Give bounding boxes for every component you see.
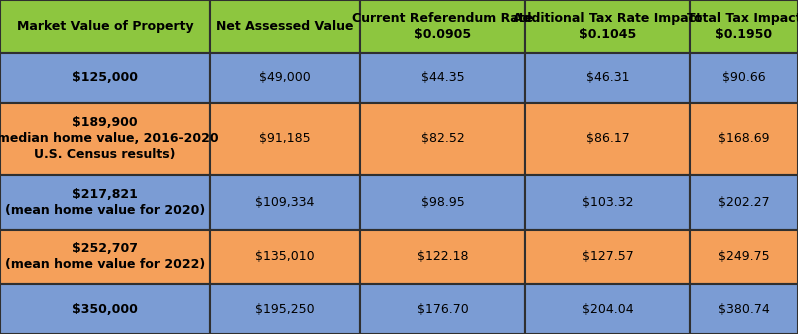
- Bar: [0, 230, 210, 284]
- Bar: [0, 284, 210, 334]
- Text: Net Assessed Value: Net Assessed Value: [216, 20, 354, 33]
- Text: $350,000: $350,000: [72, 303, 138, 316]
- Bar: [690, 175, 798, 230]
- Text: $252,707
(mean home value for 2022): $252,707 (mean home value for 2022): [5, 242, 205, 271]
- Bar: [690, 230, 798, 284]
- Text: $249.75: $249.75: [718, 250, 770, 263]
- Text: $98.95: $98.95: [421, 196, 464, 209]
- Text: $44.35: $44.35: [421, 71, 464, 84]
- Bar: [525, 230, 690, 284]
- Bar: [210, 103, 360, 175]
- Text: $91,185: $91,185: [259, 132, 310, 145]
- Bar: [0, 0, 210, 53]
- Bar: [0, 175, 210, 230]
- Bar: [525, 0, 690, 53]
- Text: $135,010: $135,010: [255, 250, 315, 263]
- Text: $127.57: $127.57: [582, 250, 634, 263]
- Text: Additional Tax Rate Impact
$0.1045: Additional Tax Rate Impact $0.1045: [513, 12, 702, 41]
- Text: $122.18: $122.18: [417, 250, 468, 263]
- Bar: [0, 103, 210, 175]
- Bar: [525, 103, 690, 175]
- Text: $204.04: $204.04: [582, 303, 634, 316]
- Bar: [210, 175, 360, 230]
- Bar: [360, 53, 525, 103]
- Text: $125,000: $125,000: [72, 71, 138, 84]
- Text: $380.74: $380.74: [718, 303, 770, 316]
- Text: $217,821
(mean home value for 2020): $217,821 (mean home value for 2020): [5, 188, 205, 217]
- Bar: [690, 0, 798, 53]
- Bar: [360, 284, 525, 334]
- Bar: [690, 53, 798, 103]
- Text: $189,900
(median home value, 2016-2020
U.S. Census results): $189,900 (median home value, 2016-2020 U…: [0, 116, 219, 161]
- Text: $195,250: $195,250: [255, 303, 315, 316]
- Text: $49,000: $49,000: [259, 71, 311, 84]
- Text: $90.66: $90.66: [722, 71, 766, 84]
- Text: $109,334: $109,334: [255, 196, 314, 209]
- Bar: [210, 53, 360, 103]
- Bar: [525, 53, 690, 103]
- Bar: [360, 0, 525, 53]
- Text: Market Value of Property: Market Value of Property: [17, 20, 193, 33]
- Text: $176.70: $176.70: [417, 303, 468, 316]
- Bar: [690, 103, 798, 175]
- Bar: [360, 230, 525, 284]
- Bar: [210, 284, 360, 334]
- Text: Total Tax Impact
$0.1950: Total Tax Impact $0.1950: [687, 12, 798, 41]
- Bar: [360, 175, 525, 230]
- Bar: [525, 175, 690, 230]
- Text: $82.52: $82.52: [421, 132, 464, 145]
- Text: Current Referendum Rate
$0.0905: Current Referendum Rate $0.0905: [352, 12, 533, 41]
- Text: $168.69: $168.69: [718, 132, 770, 145]
- Bar: [690, 284, 798, 334]
- Bar: [210, 0, 360, 53]
- Text: $86.17: $86.17: [586, 132, 630, 145]
- Bar: [360, 103, 525, 175]
- Bar: [0, 53, 210, 103]
- Text: $103.32: $103.32: [582, 196, 634, 209]
- Bar: [210, 230, 360, 284]
- Bar: [525, 284, 690, 334]
- Text: $202.27: $202.27: [718, 196, 770, 209]
- Text: $46.31: $46.31: [586, 71, 630, 84]
